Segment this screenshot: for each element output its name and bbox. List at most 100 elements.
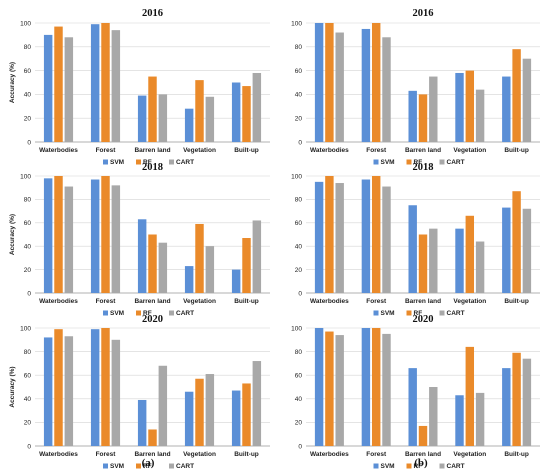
bar-svm [455,72,464,142]
bar-cart [429,387,438,446]
y-tick-label: 100 [291,325,302,332]
bar-cart [429,228,438,293]
bar-svm [408,90,417,142]
bar-rf [148,429,157,446]
bar-cart [205,246,215,293]
bar-svm [455,395,464,446]
bar-rf [371,328,381,446]
bar-svm [90,24,100,142]
bar-svm [184,391,194,446]
legend-entry: CART [447,310,465,317]
charts-layer: 2016 0 20 40 60 80 100 Accuracy (%) Waterbodies F… [9,8,540,470]
bar-rf [148,76,157,142]
x-category-label: Forest [366,451,387,458]
bar-rf [54,176,63,293]
bar-cart [522,58,532,143]
legend-swatch [136,310,141,316]
legend-entry: SVM [381,310,395,317]
legend-swatch [103,159,108,165]
legend-swatch [373,310,379,316]
y-axis-title: Accuracy (%) [9,62,16,103]
bar-svm [43,178,53,293]
legend-swatch [439,310,445,316]
bar-rf [465,70,475,142]
y-tick-label: 60 [24,68,32,75]
legend-entry: SVM [110,463,124,470]
legend-swatch [373,463,379,469]
x-category-label: Barren land [134,451,170,458]
bar-svm [43,337,53,446]
x-category-label: Waterbodies [39,147,78,154]
x-category-label: Built-up [234,298,259,305]
chart-b-2020: 2020 0 20 40 60 80 100 Waterbodies Forest Barren … [291,314,540,470]
y-tick-label: 40 [24,92,32,99]
panel-label-a: (a) [142,457,155,469]
bar-cart [475,241,485,293]
bar-rf [418,94,428,142]
y-tick-label: 80 [295,349,303,356]
x-category-label: Waterbodies [310,451,349,458]
legend-entry: CART [447,159,465,166]
y-tick-label: 20 [24,267,32,274]
bar-svm [361,28,371,143]
bar-rf [242,383,251,446]
panel-label-b: (b) [414,457,428,469]
y-tick-label: 40 [295,92,303,99]
y-axis-title: Accuracy (%) [9,366,16,407]
x-category-label: Built-up [504,451,529,458]
bar-rf [371,23,381,142]
bar-cart [158,365,168,446]
bar-svm [502,76,511,142]
x-category-label: Built-up [234,451,259,458]
x-category-label: Barren land [134,147,170,154]
bar-cart [111,185,121,293]
x-category-label: Forest [96,451,117,458]
y-tick-label: 20 [295,420,303,427]
y-tick-label: 60 [295,68,303,75]
x-category-label: Forest [96,147,117,154]
bar-cart [252,220,262,293]
y-tick-label: 0 [27,443,31,450]
bar-svm [502,368,511,446]
bar-cart [111,30,121,142]
legend-swatch [406,310,412,316]
legend-entry: RF [143,159,152,166]
x-category-label: Barren land [405,298,441,305]
x-category-label: Forest [96,298,117,305]
legend-swatch [373,159,379,165]
bar-svm [184,108,194,142]
y-tick-label: 40 [24,244,32,251]
bar-cart [382,37,391,142]
legend-swatch [406,463,412,469]
bar-cart [205,96,215,142]
legend-swatch [169,159,174,165]
y-tick-label: 0 [27,290,31,297]
bar-cart [64,37,74,142]
bar-cart [158,94,168,142]
x-category-label: Built-up [234,147,259,154]
bar-svm [361,328,371,446]
y-tick-label: 80 [295,197,303,204]
bar-svm [137,399,147,446]
legend-entry: SVM [381,159,395,166]
bar-rf [512,191,521,293]
bar-rf [101,23,110,142]
legend-entry: CART [447,463,465,470]
bar-rf [325,331,334,446]
bar-rf [195,378,204,446]
x-category-label: Built-up [504,147,529,154]
bar-cart [205,374,215,446]
bar-svm [408,368,417,446]
bar-cart [382,333,391,446]
chart-a-2020: 2020 0 20 40 60 80 100 Accuracy (%) Waterbodies F… [9,314,270,470]
y-tick-label: 0 [298,443,302,450]
bar-svm [314,23,324,142]
y-tick-label: 60 [24,220,32,227]
y-tick-label: 20 [295,116,303,123]
bar-rf [195,80,204,142]
bar-cart [252,72,262,142]
x-category-label: Forest [366,147,387,154]
bar-rf [101,176,110,293]
legend-swatch [103,463,108,469]
bar-svm [314,181,324,293]
